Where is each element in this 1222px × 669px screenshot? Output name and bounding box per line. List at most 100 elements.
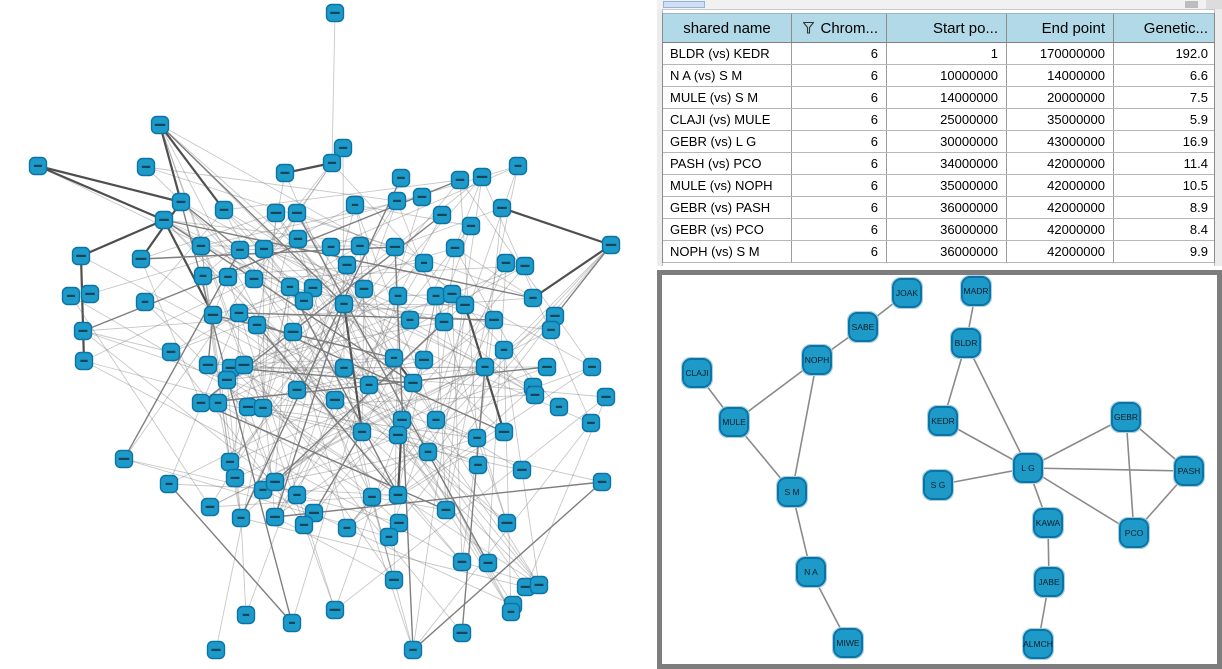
network-node[interactable] xyxy=(400,310,420,330)
network-node[interactable] xyxy=(508,156,528,176)
network-node[interactable] xyxy=(592,472,612,492)
network-node[interactable] xyxy=(412,187,432,207)
network-node[interactable] xyxy=(388,286,408,306)
network-node-kawa[interactable]: KAWA xyxy=(1032,507,1064,539)
network-node[interactable] xyxy=(154,210,174,230)
network-node[interactable] xyxy=(218,267,238,287)
network-node[interactable] xyxy=(549,397,569,417)
network-node-na[interactable]: N A xyxy=(795,556,827,588)
network-node[interactable] xyxy=(484,310,504,330)
network-node[interactable] xyxy=(389,513,409,533)
network-node[interactable] xyxy=(434,312,454,332)
table-row[interactable]: BLDR (vs) KEDR 6 1 170000000 192.0 xyxy=(663,43,1214,65)
network-node[interactable] xyxy=(334,358,354,378)
network-node[interactable] xyxy=(28,156,48,176)
network-node[interactable] xyxy=(321,237,341,257)
network-node[interactable] xyxy=(596,387,616,407)
network-node[interactable] xyxy=(61,286,81,306)
network-node[interactable] xyxy=(494,422,514,442)
network-node[interactable] xyxy=(287,203,307,223)
network-node-pash[interactable]: PASH xyxy=(1173,455,1205,487)
network-edge-BLDR-LG[interactable] xyxy=(965,342,1029,469)
network-node[interactable] xyxy=(254,239,274,259)
network-edge-LG-GEBR[interactable] xyxy=(1027,416,1127,469)
network-node[interactable] xyxy=(525,385,545,405)
network-node[interactable] xyxy=(436,500,456,520)
network-node[interactable] xyxy=(337,518,357,538)
column-header-shared-name[interactable]: shared name xyxy=(663,14,792,42)
column-header-chrom-[interactable]: Chrom... xyxy=(792,14,887,42)
network-node[interactable] xyxy=(334,294,354,314)
network-node[interactable] xyxy=(455,295,475,315)
network-node[interactable] xyxy=(214,200,234,220)
network-node-joak[interactable]: JOAK xyxy=(891,277,923,309)
column-header-genetic-[interactable]: Genetic... xyxy=(1114,14,1216,42)
network-node[interactable] xyxy=(359,375,379,395)
network-node[interactable] xyxy=(325,390,345,410)
network-node[interactable] xyxy=(478,553,498,573)
network-node[interactable] xyxy=(432,205,452,225)
network-node[interactable] xyxy=(247,315,267,335)
network-node-kedr[interactable]: KEDR xyxy=(927,405,959,437)
network-node[interactable] xyxy=(403,640,423,660)
network-node[interactable] xyxy=(225,468,245,488)
network-node[interactable] xyxy=(191,393,211,413)
network-node[interactable] xyxy=(414,253,434,273)
network-node[interactable] xyxy=(131,249,151,269)
network-node[interactable] xyxy=(193,266,213,286)
network-node-miwe[interactable]: MIWE xyxy=(832,627,864,659)
network-node[interactable] xyxy=(414,350,434,370)
network-node[interactable] xyxy=(280,277,300,297)
network-node[interactable] xyxy=(523,288,543,308)
network-node-bldr[interactable]: BLDR xyxy=(950,327,982,359)
network-node-pco[interactable]: PCO xyxy=(1118,517,1150,549)
network-node-noph[interactable]: NOPH xyxy=(801,344,833,376)
network-node[interactable] xyxy=(294,291,314,311)
network-node[interactable] xyxy=(426,286,446,306)
network-node[interactable] xyxy=(387,191,407,211)
network-node[interactable] xyxy=(515,256,535,276)
network-node[interactable] xyxy=(288,229,308,249)
table-row[interactable]: N A (vs) S M 6 10000000 14000000 6.6 xyxy=(663,65,1214,87)
network-node[interactable] xyxy=(350,236,370,256)
network-node-almch[interactable]: ALMCH xyxy=(1022,628,1054,660)
network-node[interactable] xyxy=(601,235,621,255)
network-node[interactable] xyxy=(161,342,181,362)
network-node[interactable] xyxy=(337,255,357,275)
network-node[interactable] xyxy=(191,236,211,256)
selected-network-canvas[interactable]: CLAJI MULE NOPH SABE JOAK S M N A MIWE MADR BLDR K… xyxy=(657,270,1222,669)
network-node-sm[interactable]: S M xyxy=(776,476,808,508)
network-node[interactable] xyxy=(472,167,492,187)
column-header-end-point[interactable]: End point xyxy=(1007,14,1114,42)
network-node[interactable] xyxy=(244,269,264,289)
network-node[interactable] xyxy=(275,163,295,183)
network-node[interactable] xyxy=(496,253,516,273)
network-node[interactable] xyxy=(283,322,303,342)
network-node-sabe[interactable]: SABE xyxy=(847,311,879,343)
network-node[interactable] xyxy=(475,357,495,377)
network-node[interactable] xyxy=(159,474,179,494)
network-node[interactable] xyxy=(80,284,100,304)
network-node-gebr[interactable]: GEBR xyxy=(1110,401,1142,433)
network-node[interactable] xyxy=(171,192,191,212)
network-node[interactable] xyxy=(541,320,561,340)
network-node[interactable] xyxy=(150,115,170,135)
network-node[interactable] xyxy=(333,138,353,158)
table-row[interactable]: MULE (vs) NOPH 6 35000000 42000000 10.5 xyxy=(663,175,1214,197)
network-node[interactable] xyxy=(325,3,345,23)
network-node[interactable] xyxy=(73,321,93,341)
network-node[interactable] xyxy=(287,380,307,400)
table-row[interactable]: CLAJI (vs) MULE 6 25000000 35000000 5.9 xyxy=(663,109,1214,131)
scrollbar-block[interactable] xyxy=(1185,1,1198,8)
network-node-lg[interactable]: L G xyxy=(1012,452,1044,484)
network-node[interactable] xyxy=(265,472,285,492)
network-node[interactable] xyxy=(362,487,382,507)
network-node[interactable] xyxy=(282,613,302,633)
network-node[interactable] xyxy=(467,428,487,448)
network-node[interactable] xyxy=(494,340,514,360)
network-node[interactable] xyxy=(238,397,258,417)
network-node[interactable] xyxy=(345,195,365,215)
network-edge-NOPH-SM[interactable] xyxy=(791,359,818,493)
network-node[interactable] xyxy=(266,203,286,223)
network-node[interactable] xyxy=(501,602,521,622)
